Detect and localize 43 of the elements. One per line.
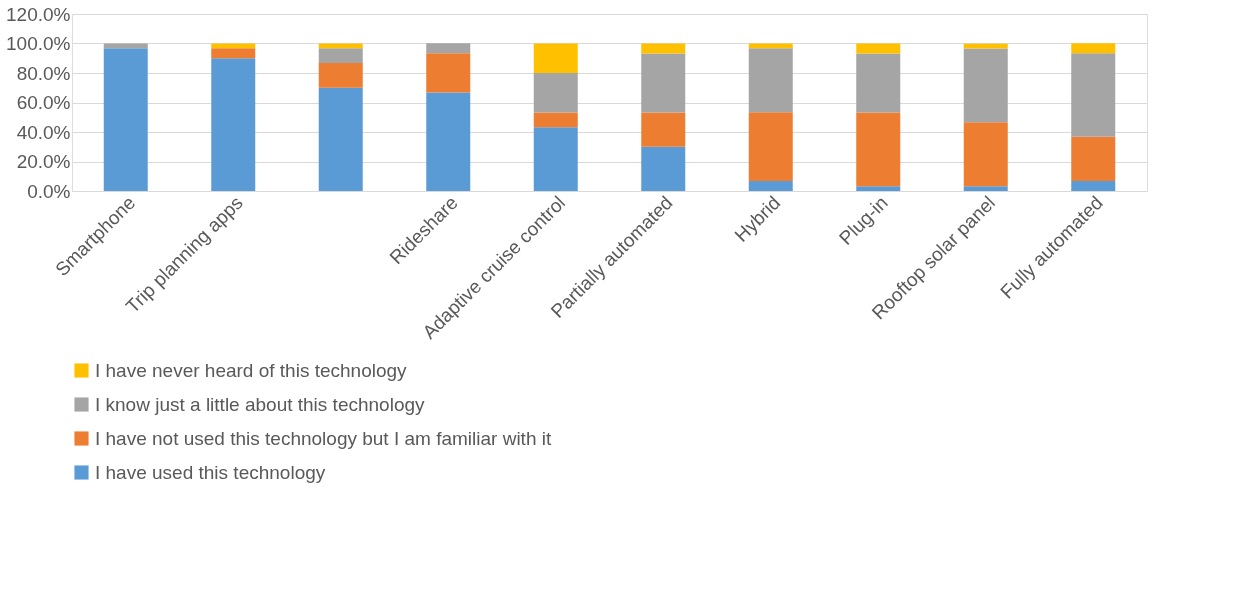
bar <box>748 48 793 113</box>
legend-label: I know just a little about this technology <box>95 393 426 415</box>
bar <box>641 146 686 191</box>
bar <box>426 92 471 191</box>
bar <box>748 112 793 182</box>
bar <box>533 112 578 128</box>
bar <box>641 43 686 54</box>
bar <box>856 112 901 187</box>
bar <box>318 87 363 191</box>
bar <box>426 53 471 93</box>
y-tick-label: 0.0% <box>27 180 71 202</box>
bar <box>533 127 578 191</box>
bar <box>211 48 256 59</box>
bar <box>856 186 901 191</box>
bar <box>533 73 578 113</box>
bar <box>318 63 363 88</box>
y-tick-label: 60.0% <box>16 92 71 113</box>
legend-label: I have never heard of this technology <box>95 359 408 381</box>
bar <box>318 48 363 64</box>
bar <box>641 53 686 113</box>
legend-label: I have used this technology <box>95 461 326 483</box>
bar <box>1071 136 1116 182</box>
bar <box>856 43 901 54</box>
bar <box>963 122 1008 187</box>
y-tick-label: 40.0% <box>16 121 71 143</box>
y-tick-label: 20.0% <box>16 151 71 172</box>
bar <box>641 112 686 147</box>
legend-label: I have not used this technology but I am familiar with it <box>95 427 552 449</box>
bar <box>1071 181 1116 191</box>
bar <box>103 48 148 191</box>
y-tick-label: 80.0% <box>16 62 71 84</box>
bar <box>963 43 1008 49</box>
bar <box>211 58 256 191</box>
y-tick-label: 100.0% <box>6 33 71 54</box>
bar <box>426 43 471 54</box>
bar <box>748 181 793 191</box>
bar <box>963 48 1008 123</box>
bar <box>856 53 901 113</box>
bar <box>1071 43 1116 54</box>
bar <box>533 43 578 73</box>
y-tick-label: 120.0% <box>6 3 71 25</box>
bar <box>1071 53 1116 137</box>
bar <box>963 186 1008 191</box>
